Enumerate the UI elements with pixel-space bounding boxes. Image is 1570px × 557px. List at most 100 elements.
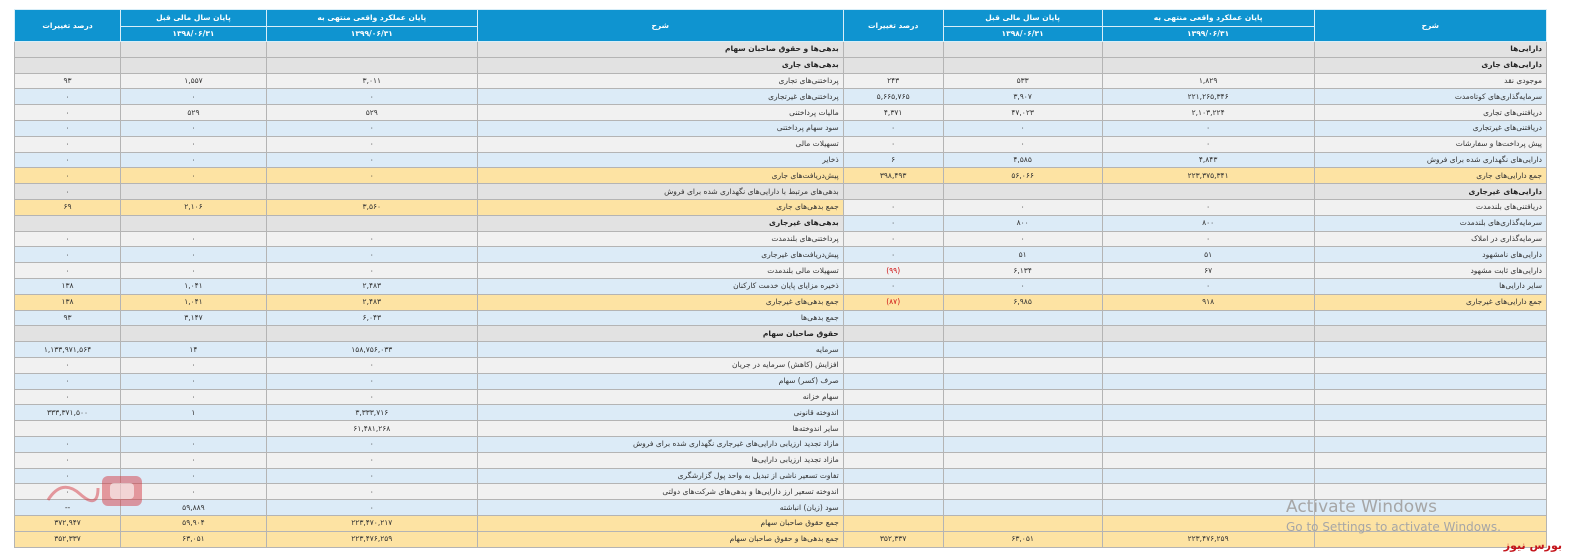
assets-change-percent <box>842 404 944 422</box>
liabilities-current-value: ۳,۵۶۰ <box>265 198 478 216</box>
liabilities-previous-value: ۰ <box>120 372 267 390</box>
assets-previous-value <box>942 483 1103 501</box>
assets-change-percent <box>842 325 944 343</box>
liabilities-current-value: ۰ <box>265 88 478 106</box>
liabilities-change-percent: ۰ <box>13 372 122 390</box>
assets-change-percent <box>842 356 944 374</box>
assets-change-percent <box>842 341 944 358</box>
liabilities-current-value: ۰ <box>265 388 478 406</box>
assets-change-percent: (۹۹) <box>842 262 944 279</box>
assets-change-percent: ۰ <box>842 198 944 216</box>
boursenews-logo-watermark <box>46 476 142 506</box>
liabilities-previous-value: ۰ <box>120 135 267 153</box>
assets-label: سرمایه‌گذاری‌های بلندمدت <box>1313 214 1548 232</box>
assets-current-value: ۲,۱۰۳,۲۲۴ <box>1101 104 1315 121</box>
assets-previous-value <box>942 451 1103 469</box>
liabilities-label: پرداختنی‌های غیرتجاری <box>476 88 844 106</box>
liabilities-current-value: ۰ <box>265 435 478 453</box>
liabilities-change-percent: ۹۳ <box>13 72 122 90</box>
liabilities-change-percent: ۰ <box>13 151 122 169</box>
liabilities-change-percent: ۶۹ <box>13 198 122 216</box>
assets-current-value: ۹۱۸ <box>1101 293 1315 311</box>
assets-previous-value <box>942 356 1103 374</box>
liabilities-previous-value: ۰ <box>120 246 267 264</box>
liabilities-previous-value: ۵۹,۸۸۹ <box>120 499 267 516</box>
assets-label <box>1313 514 1548 532</box>
assets-current-value <box>1101 435 1315 453</box>
assets-current-value <box>1101 356 1315 374</box>
liabilities-change-percent: ۰ <box>13 435 122 453</box>
liabilities-change-percent: ۰ <box>13 104 122 121</box>
assets-change-percent: ۰ <box>842 119 944 137</box>
assets-current-value: ۰ <box>1101 135 1315 153</box>
liabilities-change-percent: ۰ <box>13 183 122 200</box>
liabilities-current-value: ۰ <box>265 372 478 390</box>
liabilities-label: جمع بدهی‌های جاری <box>476 198 844 216</box>
liabilities-change-percent: ۰ <box>13 262 122 279</box>
assets-label <box>1313 435 1548 453</box>
liabilities-label: اندوخته قانونی <box>476 404 844 422</box>
assets-current-value <box>1101 467 1315 485</box>
liabilities-previous-value: ۱,۰۴۱ <box>120 293 267 311</box>
table-row: سرمایه‌گذاری در املاک ۰ ۰ ۰ پرداختنی‌های بلن… <box>13 230 1548 248</box>
liabilities-change-percent: ۳۳۳,۳۷۱,۵۰۰ <box>13 404 122 422</box>
assets-previous-value <box>942 183 1103 200</box>
liabilities-change-percent <box>13 214 122 232</box>
liabilities-current-value: ۵۲۹ <box>265 104 478 121</box>
table-row: جمع دارایی‌های غیرجاری ۹۱۸ ۶,۹۸۵ (۸۷) جمع بد… <box>13 293 1548 311</box>
table-row: موجودی نقد ۱,۸۲۹ ۵۳۳ ۲۴۳ پرداختنی‌های تجاری ۳… <box>13 72 1548 90</box>
liabilities-previous-value: ۰ <box>120 435 267 453</box>
assets-current-value <box>1101 56 1315 74</box>
table-row: دارایی‌های غیرجاری بدهی‌های مرتبط با دارا… <box>13 183 1548 200</box>
assets-previous-value <box>942 41 1103 58</box>
table-row: دارایی‌های ثابت مشهود ۶۷ ۶,۱۳۴ (۹۹) تسهیلات … <box>13 262 1548 279</box>
liabilities-previous-value <box>120 183 267 200</box>
assets-current-value: ۵۱ <box>1101 246 1315 264</box>
liabilities-current-value: ۰ <box>265 467 478 485</box>
assets-previous-value <box>942 499 1103 516</box>
table-row: دارایی‌های نامشهود ۵۱ ۵۱ ۰ پیش‌دریافت‌های غی… <box>13 246 1548 264</box>
assets-previous-value <box>942 309 1103 327</box>
table-date-row: ۱۳۹۹/۰۶/۳۱ ۱۳۹۸/۰۶/۳۱ ۱۳۹۹/۰۶/۳۱ ۱۳۹۸/۰۶… <box>15 26 1547 42</box>
table-row: سایر اندوخته‌ها ۶۱,۴۸۱,۲۶۸ <box>13 420 1548 437</box>
liabilities-label: صرف (کسر) سهام <box>476 372 844 390</box>
assets-current-value: ۴,۸۴۳ <box>1101 151 1315 169</box>
assets-previous-value: ۵۳۳ <box>942 72 1103 90</box>
assets-label <box>1313 372 1548 390</box>
liabilities-current-value: ۲۲۳,۴۷۰,۲۱۷ <box>265 514 478 532</box>
liabilities-current-value <box>265 41 478 58</box>
assets-change-percent <box>842 467 944 485</box>
assets-current-value: ۲۲۳,۴۷۶,۲۵۹ <box>1101 530 1315 548</box>
liabilities-label: ذخایر <box>476 151 844 169</box>
liabilities-label: جمع حقوق صاحبان سهام <box>476 514 844 532</box>
liabilities-previous-value: ۱,۵۵۷ <box>120 72 267 90</box>
assets-change-percent <box>842 420 944 437</box>
assets-previous-value <box>942 341 1103 358</box>
liabilities-current-date: ۱۳۹۹/۰۶/۳۱ <box>265 26 478 42</box>
liabilities-previous-value: ۱,۰۴۱ <box>120 277 267 295</box>
assets-previous-value <box>942 420 1103 437</box>
table-row: دارایی‌های نگهداری شده برای فروش ۴,۸۴۳ ۴,۵… <box>13 151 1548 169</box>
liabilities-current-value: ۳,۳۳۳,۷۱۶ <box>265 404 478 422</box>
assets-previous-value <box>942 56 1103 74</box>
liabilities-current-value: ۰ <box>265 119 478 137</box>
table-row: جمع بدهی‌ها ۶,۰۴۳ ۳,۱۴۷ ۹۳ <box>13 309 1548 327</box>
assets-label <box>1313 530 1548 548</box>
liabilities-label: اندوخته تسعیر ارز دارایی‌ها و بدهی‌های ش… <box>476 483 844 501</box>
table-row: حقوق صاحبان سهام <box>13 325 1548 343</box>
assets-current-value <box>1101 41 1315 58</box>
liabilities-label: پیش‌دریافت‌های غیرجاری <box>476 246 844 264</box>
assets-change-percent <box>842 183 944 200</box>
assets-label: جمع دارایی‌های جاری <box>1313 167 1548 185</box>
assets-previous-value <box>942 388 1103 406</box>
table-row: سرمایه ۱۵۸,۷۵۶,۰۳۳ ۱۴ ۱,۱۳۳,۹۷۱,۵۶۴ <box>13 341 1548 358</box>
liabilities-change-percent: ۰ <box>13 356 122 374</box>
liabilities-label: بدهی‌های جاری <box>476 56 844 74</box>
assets-label: موجودی نقد <box>1313 72 1548 90</box>
assets-previous-value: ۴۷,۰۲۳ <box>942 104 1103 121</box>
assets-previous-value <box>942 514 1103 532</box>
assets-change-percent: ۰ <box>842 246 944 264</box>
assets-change-percent <box>842 309 944 327</box>
liabilities-change-percent: ۱,۱۳۳,۹۷۱,۵۶۴ <box>13 341 122 358</box>
liabilities-current-header: پایان عملکرد واقعی منتهی به <box>265 9 478 27</box>
